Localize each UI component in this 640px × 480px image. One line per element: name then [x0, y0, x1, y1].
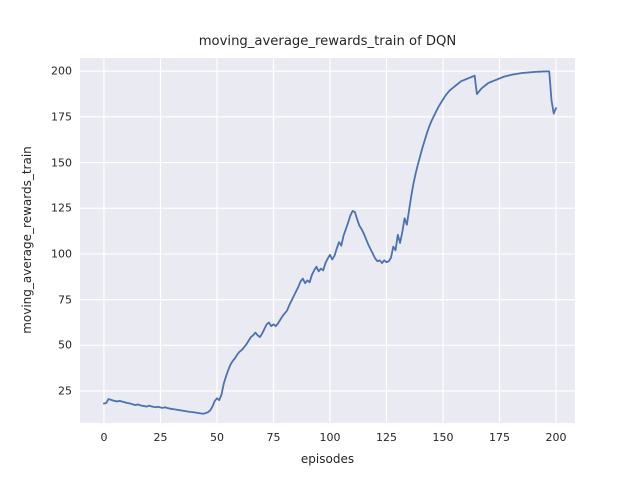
y-tick-label: 50 [58, 338, 72, 352]
plot-background [80, 58, 575, 423]
chart-title: moving_average_rewards_train of DQN [198, 34, 457, 49]
y-tick-label: 75 [58, 293, 72, 307]
reward-curve [103, 70, 557, 415]
x-tick-label: 200 [545, 431, 567, 444]
x-tick-label: 150 [432, 431, 454, 444]
y-tick-label: 150 [51, 156, 72, 170]
y-tick-label: 200 [51, 64, 72, 78]
y-tick-label: 125 [51, 201, 72, 215]
y-tick-label: 175 [51, 110, 72, 124]
x-tick-label: 100 [319, 431, 341, 444]
x-tick-label: 25 [153, 431, 168, 444]
y-tick-label: 25 [58, 384, 72, 398]
x-axis-label: episodes [300, 452, 355, 466]
grid-lines [80, 58, 575, 423]
x-tick-label: 75 [266, 431, 281, 444]
x-tick-label: 125 [375, 431, 397, 444]
y-tick-label: 100 [51, 247, 72, 261]
x-tick-label: 50 [209, 431, 224, 444]
x-tick-label: 0 [100, 431, 108, 444]
x-tick-label: 175 [489, 431, 510, 444]
series-line-dqn [103, 70, 557, 415]
y-axis-label: moving_average_rewards_train [20, 146, 34, 334]
plot-background-rect [80, 58, 575, 423]
